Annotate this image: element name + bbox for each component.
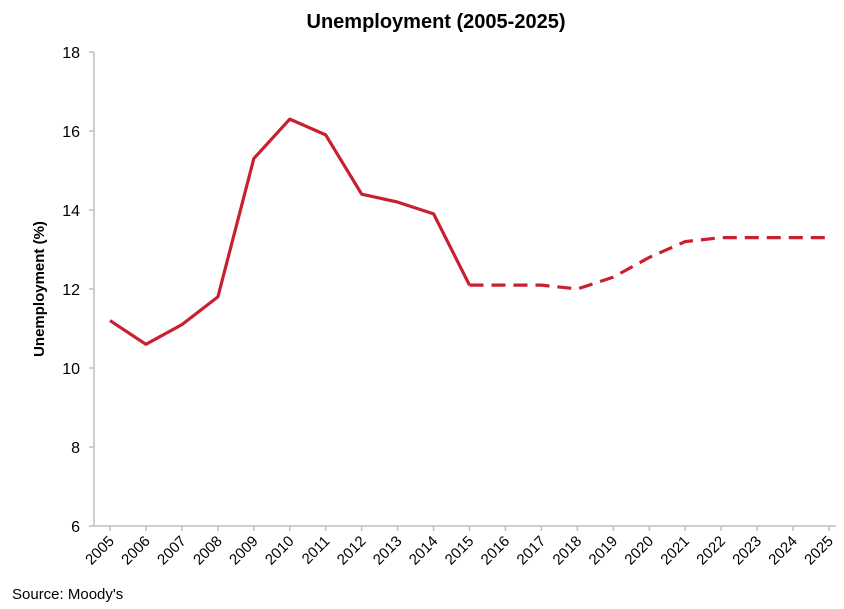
x-tick-label: 2023 [729,533,765,569]
chart-title: Unemployment (2005-2025) [307,11,566,33]
x-tick-label: 2015 [442,533,478,569]
x-tick-label: 2008 [190,533,226,569]
y-tick-label: 10 [62,361,80,378]
y-tick-label: 6 [71,519,80,536]
source-note: Source: Moody's [12,586,124,603]
series-lines [109,117,830,346]
x-tick-label: 2011 [299,533,334,568]
x-tick-label: 2007 [154,533,190,569]
x-tick-label: 2006 [118,533,154,569]
x-tick-label: 2024 [765,533,801,569]
x-tick-label: 2020 [621,533,657,569]
y-ticks: 6 8 10 12 14 16 18 [62,45,94,536]
x-ticks: 2005 2006 2007 2008 2009 2010 2011 2012 2013 2014… [82,526,837,568]
y-tick-label: 8 [71,440,80,457]
series-line-solid [109,117,471,346]
y-tick-label: 12 [62,282,80,299]
x-tick-label: 2016 [478,533,514,569]
x-tick-label: 2018 [550,533,586,569]
y-axis-label: Unemployment (%) [31,221,48,357]
x-tick-label: 2025 [801,533,837,569]
x-tick-label: 2009 [226,533,262,569]
y-tick-label: 18 [62,45,80,62]
x-tick-label: 2012 [334,533,370,569]
axes [93,52,836,527]
series-line-dashed [469,236,829,291]
y-tick-label: 14 [62,203,80,220]
x-tick-label: 2014 [406,533,442,569]
x-tick-label: 2022 [693,533,729,569]
x-tick-label: 2010 [262,533,298,569]
x-tick-label: 2005 [82,533,118,569]
x-tick-label: 2021 [657,533,693,569]
x-tick-label: 2017 [514,533,550,569]
y-tick-label: 16 [62,124,80,141]
x-tick-label: 2013 [370,533,406,569]
x-tick-label: 2019 [586,533,622,569]
